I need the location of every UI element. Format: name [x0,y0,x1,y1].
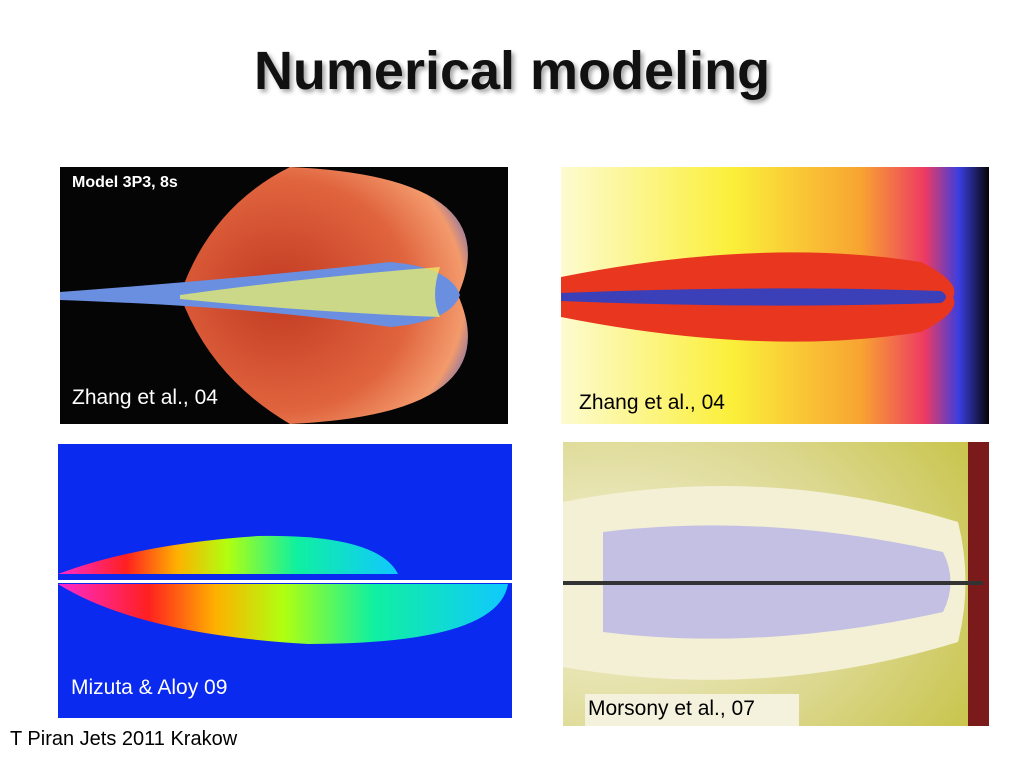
caption: Mizuta & Aloy 09 [71,676,228,699]
image-label: Model 3P3, 8s [72,174,178,191]
simulation-image: Model 3P3, 8s Zhang et al., 04 [60,167,508,424]
simulation-image: Mizuta & Aloy 09 [58,444,512,718]
simulation-image: Morsony et al., 07 [563,442,989,726]
caption: Zhang et al., 04 [579,391,725,414]
caption: Zhang et al., 04 [72,386,218,409]
image-art [58,444,512,718]
slide-title: Numerical modeling [253,41,771,101]
simulation-image: Zhang et al., 04 [561,167,989,424]
footer: T Piran Jets 2011 Krakow [10,728,238,750]
caption: Morsony et al., 07 [588,697,755,720]
image-art: Model 3P3, 8s [60,167,508,424]
image-art [563,442,989,726]
image-art [561,167,989,424]
